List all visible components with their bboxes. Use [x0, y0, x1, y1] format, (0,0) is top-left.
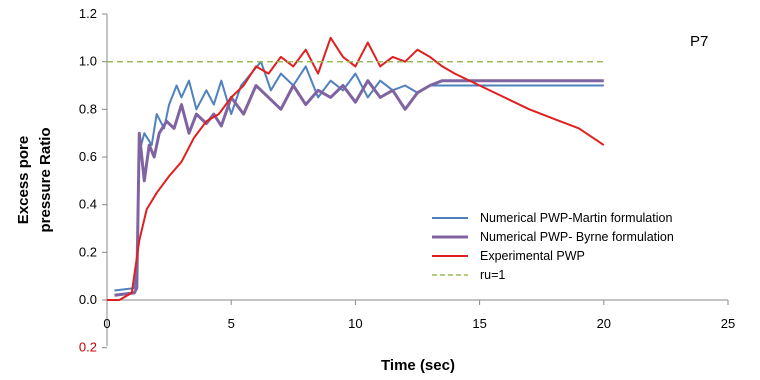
legend-label-2: Numerical PWP- Byrne formulation [480, 230, 674, 244]
x-axis-title: Time (sec) [381, 357, 455, 374]
legend-label-3: Experimental PWP [480, 249, 585, 263]
axes: 0.0 0.2 0.4 0.6 0.8 1.0 1.2 0.2 0 5 10 15 20 25 [79, 6, 735, 355]
y-axis-title-line1: Excess pore [15, 136, 32, 224]
series-line-2 [114, 79, 604, 297]
series-group [107, 36, 605, 301]
series-line-1 [114, 60, 604, 292]
x-tick-label: 5 [228, 316, 235, 331]
labels: P7 Time (sec) Excess pore pressure Ratio [15, 33, 708, 374]
y-tick-label: 0.8 [79, 101, 97, 116]
y-tick-label: 0.0 [79, 292, 97, 307]
x-tick-label: 0 [103, 316, 110, 331]
x-tick-label: 20 [597, 316, 611, 331]
y-tick-label: 1.2 [79, 6, 97, 21]
x-tick-label: 25 [721, 316, 735, 331]
x-tick-label: 15 [472, 316, 486, 331]
legend-label-4: ru=1 [480, 268, 505, 282]
legend-label-1: Numerical PWP-Martin formulation [480, 211, 672, 225]
y-tick-label-negative: 0.2 [79, 340, 97, 355]
x-tick-label: 10 [348, 316, 362, 331]
panel-label: P7 [690, 33, 708, 50]
y-tick-label: 0.2 [79, 244, 97, 259]
y-axis-title-line2: pressure Ratio [37, 127, 54, 232]
y-tick-label: 0.6 [79, 149, 97, 164]
y-tick-label: 1.0 [79, 54, 97, 69]
y-tick-label: 0.4 [79, 197, 97, 212]
legend: Numerical PWP-Martin formulation Numerica… [432, 211, 674, 282]
